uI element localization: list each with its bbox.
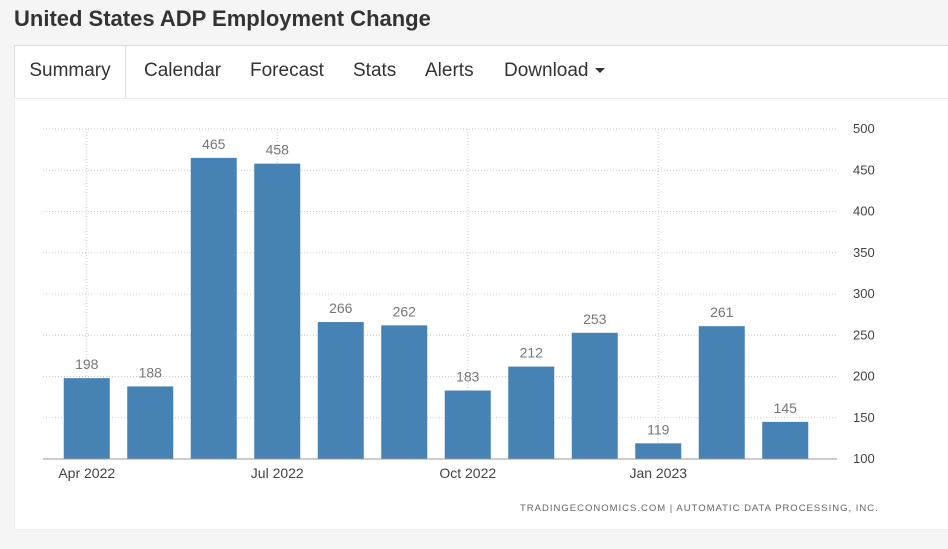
tab-stats[interactable]: Stats (353, 60, 397, 81)
tab-forecast[interactable]: Forecast (250, 60, 324, 81)
data-label: 465 (202, 136, 226, 152)
bar (635, 443, 682, 459)
data-label: 262 (393, 303, 417, 319)
bar-chart: 100 150 200 250 300 350 400 450 500 198 188 465 458 2… (43, 121, 875, 481)
bar (698, 326, 745, 459)
data-label: 261 (710, 304, 734, 320)
data-label: 119 (647, 421, 670, 437)
bar (571, 332, 618, 459)
y-tick-label: 150 (853, 410, 875, 425)
bar (508, 366, 555, 459)
tab-calendar[interactable]: Calendar (144, 60, 222, 81)
tab-download-label: Download (504, 60, 589, 81)
y-tick-label: 450 (853, 162, 875, 177)
bar (190, 157, 237, 459)
bar (762, 421, 809, 459)
bar (127, 386, 174, 459)
bar (381, 325, 428, 459)
data-label: 183 (456, 369, 480, 385)
x-tick-label: Oct 2022 (439, 465, 496, 481)
x-tick-label: Apr 2022 (58, 465, 115, 481)
tab-bar: Summary Calendar Forecast Stats Alerts D… (14, 45, 948, 99)
tab-download[interactable]: Download (504, 46, 605, 98)
page-title: United States ADP Employment Change (14, 6, 431, 31)
x-tick-label: Jul 2022 (251, 465, 304, 481)
data-label: 212 (520, 345, 544, 361)
x-tick-label: Jan 2023 (629, 465, 687, 481)
data-label: 253 (583, 311, 607, 327)
y-tick-label: 500 (853, 121, 875, 136)
bar (444, 390, 491, 459)
bar (254, 163, 301, 459)
data-label: 188 (139, 364, 163, 380)
data-label: 198 (75, 356, 99, 372)
y-tick-label: 100 (853, 451, 875, 466)
caret-down-icon (594, 68, 605, 74)
data-label: 266 (329, 300, 353, 316)
chart-panel: 100 150 200 250 300 350 400 450 500 198 188 465 458 2… (14, 98, 948, 530)
bar (317, 322, 364, 459)
bar (63, 378, 110, 459)
source-credit: TRADINGECONOMICS.COM | AUTOMATIC DATA PR… (520, 503, 879, 514)
y-tick-label: 250 (853, 327, 875, 342)
data-label: 458 (266, 142, 290, 158)
y-tick-label: 400 (853, 204, 875, 219)
y-tick-label: 200 (853, 369, 875, 384)
tab-alerts[interactable]: Alerts (425, 60, 474, 81)
data-label: 145 (774, 400, 798, 416)
tab-summary[interactable]: Summary (14, 45, 126, 99)
y-tick-label: 350 (853, 245, 875, 260)
y-tick-label: 300 (853, 286, 875, 301)
title-bar: United States ADP Employment Change (0, 0, 948, 44)
